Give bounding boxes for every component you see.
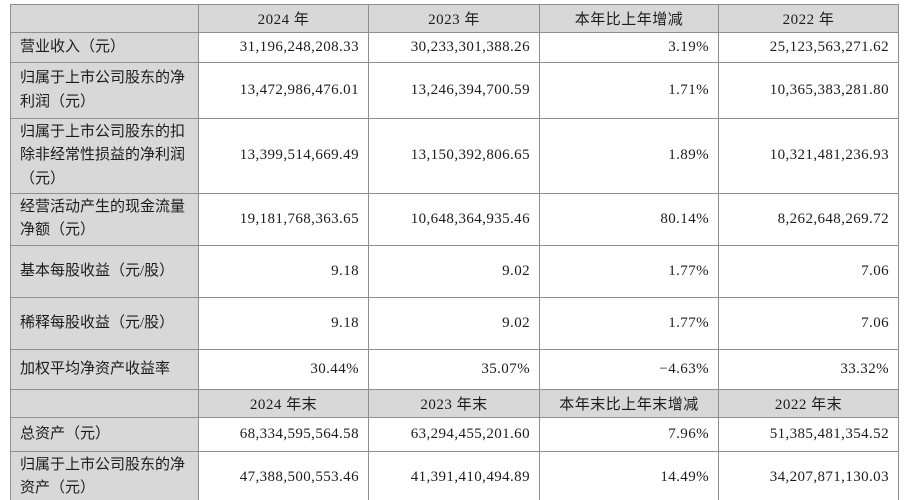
cell-2024: 19,181,768,363.65 <box>198 192 369 246</box>
cell-change: 14.49% <box>539 450 719 500</box>
cell-change: 7.96% <box>539 416 719 452</box>
row-label: 归属于上市公司股东的净利润（元） <box>10 62 199 119</box>
cell-2023: 35.07% <box>368 348 540 390</box>
cell-2023: 13,150,392,806.65 <box>368 118 540 194</box>
header-cell-yoy-end-change: 本年末比上年末增减 <box>539 388 719 418</box>
cell-2024: 30.44% <box>198 348 369 390</box>
cell-change: 3.19% <box>539 32 719 63</box>
cell-2024: 68,334,595,564.58 <box>198 416 369 452</box>
cell-2024: 13,399,514,669.49 <box>198 118 369 194</box>
header-row-annual: 2024 年 2023 年 本年比上年增减 2022 年 <box>10 4 899 33</box>
cell-2023: 13,246,394,700.59 <box>368 62 540 119</box>
cell-2024: 31,196,248,208.33 <box>198 32 369 63</box>
cell-2024: 13,472,986,476.01 <box>198 62 369 119</box>
header-cell-2024: 2024 年 <box>198 4 369 33</box>
header-cell-blank <box>10 4 199 33</box>
table-row-net-profit: 归属于上市公司股东的净利润（元） 13,472,986,476.01 13,24… <box>10 62 899 119</box>
row-label: 基本每股收益（元/股） <box>10 244 199 298</box>
cell-change: 1.71% <box>539 62 719 119</box>
cell-2022: 7.06 <box>718 244 899 298</box>
cell-2022: 10,365,383,281.80 <box>718 62 899 119</box>
cell-2022: 7.06 <box>718 296 899 350</box>
cell-2022: 8,262,648,269.72 <box>718 192 899 246</box>
row-label: 总资产（元） <box>10 416 199 452</box>
table-row-net-assets: 归属于上市公司股东的净资产（元） 47,388,500,553.46 41,39… <box>10 450 899 500</box>
table-row-total-assets: 总资产（元） 68,334,595,564.58 63,294,455,201.… <box>10 416 899 452</box>
header-row-year-end: 2024 年末 2023 年末 本年末比上年末增减 2022 年末 <box>10 388 899 418</box>
cell-2023: 30,233,301,388.26 <box>368 32 540 63</box>
row-label: 经营活动产生的现金流量净额（元） <box>10 192 199 246</box>
table-row-weighted-avg-roe: 加权平均净资产收益率 30.44% 35.07% −4.63% 33.32% <box>10 348 899 390</box>
header-cell-2022: 2022 年 <box>718 4 899 33</box>
row-label: 稀释每股收益（元/股） <box>10 296 199 350</box>
table-row-revenue: 营业收入（元） 31,196,248,208.33 30,233,301,388… <box>10 32 899 63</box>
cell-change: 80.14% <box>539 192 719 246</box>
cell-change: 1.77% <box>539 244 719 298</box>
row-label: 加权平均净资产收益率 <box>10 348 199 390</box>
header-cell-2024-end: 2024 年末 <box>198 388 369 418</box>
cell-2023: 63,294,455,201.60 <box>368 416 540 452</box>
row-label: 归属于上市公司股东的净资产（元） <box>10 450 199 500</box>
financial-summary-table: 2024 年 2023 年 本年比上年增减 2022 年 营业收入（元） 31,… <box>10 4 899 500</box>
cell-change: −4.63% <box>539 348 719 390</box>
header-cell-blank <box>10 388 199 418</box>
cell-2023: 9.02 <box>368 244 540 298</box>
cell-2023: 41,391,410,494.89 <box>368 450 540 500</box>
table-row-diluted-eps: 稀释每股收益（元/股） 9.18 9.02 1.77% 7.06 <box>10 296 899 350</box>
cell-2022: 25,123,563,271.62 <box>718 32 899 63</box>
table-row-operating-cash-flow: 经营活动产生的现金流量净额（元） 19,181,768,363.65 10,64… <box>10 192 899 246</box>
table-row-basic-eps: 基本每股收益（元/股） 9.18 9.02 1.77% 7.06 <box>10 244 899 298</box>
cell-2023: 9.02 <box>368 296 540 350</box>
cell-2024: 9.18 <box>198 244 369 298</box>
cell-2023: 10,648,364,935.46 <box>368 192 540 246</box>
header-cell-yoy-change: 本年比上年增减 <box>539 4 719 33</box>
row-label: 营业收入（元） <box>10 32 199 63</box>
cell-2024: 47,388,500,553.46 <box>198 450 369 500</box>
header-cell-2023: 2023 年 <box>368 4 540 33</box>
table-row-net-profit-excl-nonrecurring: 归属于上市公司股东的扣除非经常性损益的净利润（元） 13,399,514,669… <box>10 118 899 194</box>
header-cell-2022-end: 2022 年末 <box>718 388 899 418</box>
cell-2022: 10,321,481,236.93 <box>718 118 899 194</box>
cell-2024: 9.18 <box>198 296 369 350</box>
cell-change: 1.89% <box>539 118 719 194</box>
cell-change: 1.77% <box>539 296 719 350</box>
row-label: 归属于上市公司股东的扣除非经常性损益的净利润（元） <box>10 118 199 194</box>
cell-2022: 34,207,871,130.03 <box>718 450 899 500</box>
header-cell-2023-end: 2023 年末 <box>368 388 540 418</box>
cell-2022: 51,385,481,354.52 <box>718 416 899 452</box>
cell-2022: 33.32% <box>718 348 899 390</box>
